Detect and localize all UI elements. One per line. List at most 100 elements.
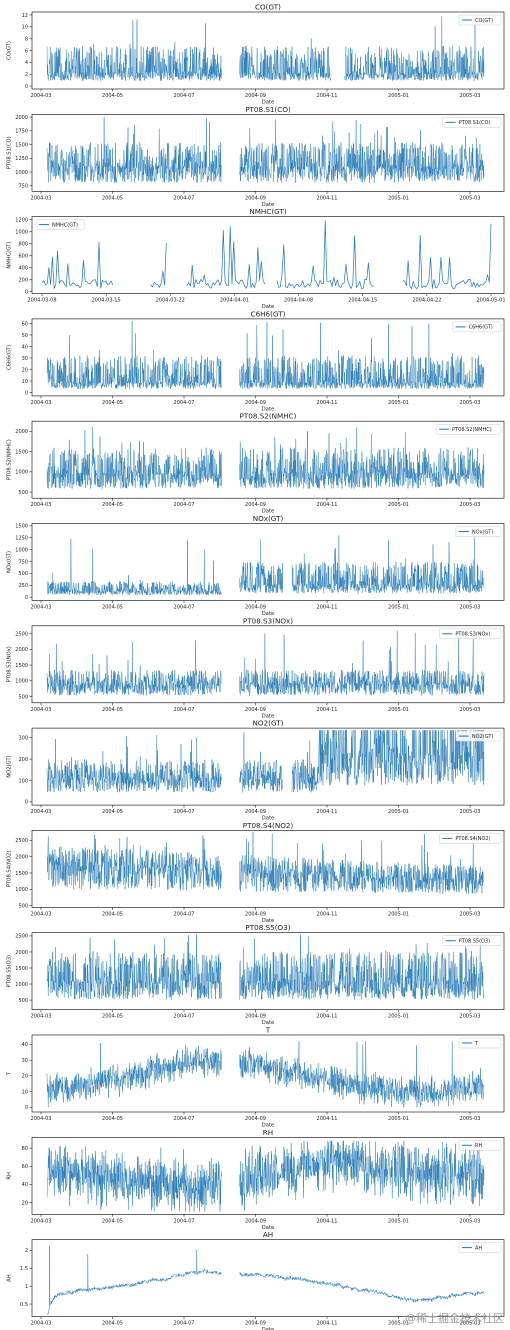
x-tick-label: 2004-11 bbox=[317, 502, 338, 508]
y-tick-label: 2500 bbox=[15, 934, 28, 940]
x-tick-label: 2004-05 bbox=[102, 1218, 123, 1224]
y-tick-label: 1000 bbox=[15, 470, 28, 476]
y-tick-label: 2 bbox=[25, 1248, 28, 1254]
y-tick-label: 10 bbox=[22, 1089, 28, 1095]
x-tick-label: 2004-07 bbox=[174, 502, 195, 508]
legend-label: AH bbox=[475, 1245, 482, 1251]
legend-label: CO(GT) bbox=[475, 18, 493, 24]
y-axis-label: C6H6(GT) bbox=[7, 345, 13, 370]
x-tick-label: 2004-05 bbox=[102, 1014, 123, 1020]
x-tick-label: 2004-07 bbox=[174, 605, 195, 611]
legend-label: PT08.S5(O3) bbox=[459, 939, 490, 945]
legend-label: PT08.S4(NO2) bbox=[455, 836, 490, 842]
x-tick-label: 2004-07 bbox=[174, 1116, 195, 1122]
x-tick-label: 2005-03 bbox=[460, 707, 481, 713]
legend-label: NMHC(GT) bbox=[52, 222, 78, 228]
x-tick-label: 2005-01 bbox=[388, 1218, 409, 1224]
x-tick-label: 2004-03 bbox=[31, 93, 52, 99]
y-tick-label: 1000 bbox=[15, 679, 28, 685]
series-line-rh bbox=[46, 1140, 485, 1212]
series-line-ah bbox=[47, 1245, 485, 1316]
y-tick-label: 20 bbox=[22, 1200, 28, 1206]
x-axis-label: Date bbox=[262, 1123, 274, 1129]
x-tick-label: 2005-03 bbox=[460, 400, 481, 406]
y-tick-label: 0 bbox=[25, 595, 28, 601]
x-tick-label: 2005-01 bbox=[388, 400, 409, 406]
x-tick-label: 2004-07 bbox=[174, 93, 195, 99]
x-axis-label: Date bbox=[262, 100, 274, 106]
legend-box bbox=[35, 219, 85, 230]
chart-panel-pt08-s2-nmhc: PT08.S2(NMHC) 500 1000 1500 2000 2004-03 2004-… bbox=[7, 412, 505, 515]
legend-box bbox=[458, 14, 502, 26]
chart-panel-pt08-s5-o3: PT08.S5(O3) 500 1000 1500 2000 2500 2004-03 200… bbox=[7, 923, 505, 1026]
plot-frame bbox=[31, 1239, 505, 1317]
chart-panel-pt08-s3-nox: PT08.S3(NOx) 500 1000 1500 2000 2500 2004-03 20… bbox=[7, 616, 505, 719]
x-tick-label: 2004-03-08 bbox=[27, 298, 56, 304]
chart-title: T bbox=[265, 1026, 271, 1035]
x-tick-label: 2004-03 bbox=[31, 195, 52, 201]
x-tick-label: 2004-09 bbox=[245, 1321, 266, 1327]
plot-frame bbox=[31, 727, 505, 806]
y-tick-label: 60 bbox=[22, 1164, 28, 1170]
chart-panel-t: T 0 10 20 30 40 2004-03 2004-05 2004-07 2004-09 20… bbox=[7, 1026, 505, 1129]
y-tick-label: 1250 bbox=[15, 536, 28, 542]
y-tick-label: 0 bbox=[25, 800, 28, 806]
y-tick-label: 1000 bbox=[15, 547, 28, 553]
y-tick-label: 0.5 bbox=[20, 1302, 28, 1308]
x-tick-label: 2004-05 bbox=[102, 605, 123, 611]
chart-title: AH bbox=[263, 1230, 273, 1239]
x-tick-label: 2004-09 bbox=[245, 707, 266, 713]
legend-box bbox=[439, 628, 502, 640]
x-axis-label: Date bbox=[262, 304, 274, 310]
chart-panel-co-gt: CO(GT) 0 2 4 6 8 10 12 2004-03 2004-05 2004-07 2004… bbox=[7, 3, 505, 106]
plot-frame bbox=[31, 1034, 505, 1113]
series-line-pt08-s5-o3 bbox=[46, 934, 485, 1000]
series-line-pt08-s3-nox bbox=[46, 629, 485, 696]
x-tick-label: 2005-01 bbox=[388, 93, 409, 99]
x-tick-label: 2004-03 bbox=[31, 1218, 52, 1224]
y-tick-label: 50 bbox=[22, 333, 28, 339]
chart-title: PT08.S4(NO2) bbox=[243, 821, 294, 830]
x-tick-label: 2004-11 bbox=[317, 1116, 338, 1122]
legend-label: T bbox=[474, 1041, 479, 1047]
plot-frame bbox=[31, 318, 505, 397]
y-tick-label: 80 bbox=[22, 1146, 28, 1152]
plot-frame bbox=[31, 216, 505, 294]
series-line-c6h6-gt bbox=[46, 320, 485, 390]
x-tick-label: 2004-03 bbox=[31, 1321, 52, 1327]
x-tick-label: 2005-01 bbox=[388, 809, 409, 815]
y-tick-label: 1.5 bbox=[20, 1266, 28, 1272]
y-tick-label: 20 bbox=[22, 1074, 28, 1080]
y-axis-label: PT08.S3(NOx) bbox=[7, 646, 13, 682]
x-tick-label: 2004-05 bbox=[102, 195, 123, 201]
chart-title: CO(GT) bbox=[255, 3, 281, 12]
x-axis-label: Date bbox=[262, 1225, 274, 1231]
x-tick-label: 2005-03 bbox=[460, 1014, 481, 1020]
y-axis-label: NO2(GT) bbox=[7, 755, 13, 777]
plot-frame bbox=[31, 1137, 505, 1215]
y-tick-label: 200 bbox=[18, 757, 28, 763]
legend-label: NO2(GT) bbox=[472, 734, 494, 740]
chart-panel-pt08-s1-co: PT08.S1(CO) 750 1000 1250 1500 1750 2000 2004-0… bbox=[7, 105, 505, 208]
y-tick-label: 2500 bbox=[15, 838, 28, 844]
x-tick-label: 2005-01 bbox=[388, 605, 409, 611]
legend-box bbox=[442, 935, 502, 946]
x-tick-label: 2004-03 bbox=[31, 809, 52, 815]
x-tick-label: 2005-01 bbox=[388, 1321, 409, 1327]
x-tick-label: 2004-03 bbox=[31, 911, 52, 917]
x-tick-label: 2004-05 bbox=[102, 400, 123, 406]
x-axis-label: Date bbox=[262, 816, 274, 822]
y-tick-label: 1200 bbox=[15, 217, 28, 223]
plot-frame bbox=[31, 625, 505, 704]
x-tick-label: 2005-03 bbox=[460, 1218, 481, 1224]
x-tick-label: 2004-11 bbox=[317, 400, 338, 406]
x-tick-label: 2004-03 bbox=[31, 605, 52, 611]
x-tick-label: 2004-03 bbox=[31, 1014, 52, 1020]
y-tick-label: 30 bbox=[22, 1058, 28, 1064]
plot-frame bbox=[31, 420, 505, 499]
x-tick-label: 2004-07 bbox=[174, 707, 195, 713]
x-tick-label: 2004-07 bbox=[174, 1218, 195, 1224]
x-tick-label: 2005-01 bbox=[388, 195, 409, 201]
y-tick-label: 750 bbox=[18, 184, 28, 190]
x-tick-label: 2004-09 bbox=[245, 809, 266, 815]
